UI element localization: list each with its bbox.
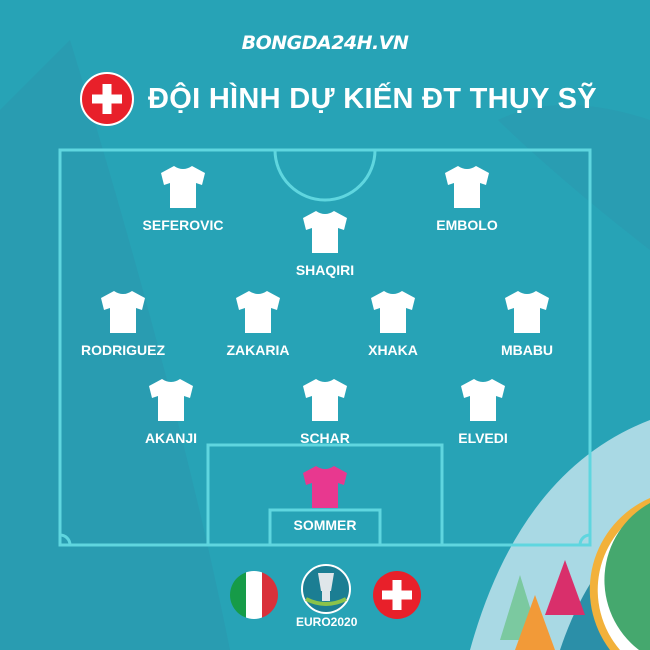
italy-flag-icon — [230, 571, 278, 619]
shirt-icon — [149, 379, 193, 421]
shirt-icon — [371, 291, 415, 333]
player-xhaka: XHAKA — [333, 290, 453, 358]
player-name: SEFEROVIC — [142, 217, 224, 233]
title-row: ĐỘI HÌNH DỰ KIẾN ĐT THỤY SỸ — [80, 72, 597, 126]
goal-box — [268, 508, 382, 547]
player-elvedi: ELVEDI — [423, 378, 543, 446]
player-name: RODRIGUEZ — [81, 342, 165, 358]
shirt-icon — [161, 166, 205, 208]
player-mbabu: MBABU — [467, 290, 587, 358]
player-zakaria: ZAKARIA — [198, 290, 318, 358]
shirt-icon — [303, 379, 347, 421]
trophy-icon — [301, 564, 351, 614]
player-name: EMBOLO — [436, 217, 498, 233]
player-seferovic: SEFEROVIC — [123, 165, 243, 233]
brand-logo: BONGDA24H.VN — [241, 32, 409, 54]
player-schar: SCHAR — [265, 378, 385, 446]
shirt-icon — [445, 166, 489, 208]
player-name: MBABU — [500, 342, 554, 358]
center-circle-arc — [273, 149, 377, 202]
player-sommer: SOMMER — [265, 465, 385, 533]
page-title: ĐỘI HÌNH DỰ KIẾN ĐT THỤY SỸ — [148, 82, 597, 115]
player-name: SHAQIRI — [295, 262, 355, 278]
player-name: XHAKA — [368, 342, 418, 358]
player-name: ZAKARIA — [226, 342, 290, 358]
player-name: SOMMER — [293, 517, 357, 533]
player-shaqiri: SHAQIRI — [265, 210, 385, 278]
player-akanji: AKANJI — [111, 378, 231, 446]
player-embolo: EMBOLO — [407, 165, 527, 233]
switzerland-flag-icon — [373, 571, 421, 619]
shirt-icon — [461, 379, 505, 421]
switzerland-flag-icon — [80, 72, 134, 126]
player-name: AKANJI — [144, 430, 198, 446]
player-rodriguez: RODRIGUEZ — [63, 290, 183, 358]
shirt-icon — [303, 211, 347, 253]
player-name: SCHAR — [300, 430, 350, 446]
euro2020-logo: EURO2020 — [296, 563, 358, 629]
shirt-icon — [236, 291, 280, 333]
shirt-icon — [303, 466, 347, 508]
corner-arc — [578, 533, 591, 546]
shirt-icon — [505, 291, 549, 333]
player-name: ELVEDI — [458, 430, 508, 446]
shirt-icon — [101, 291, 145, 333]
corner-arc — [59, 533, 72, 546]
euro2020-label: EURO2020 — [296, 615, 358, 629]
